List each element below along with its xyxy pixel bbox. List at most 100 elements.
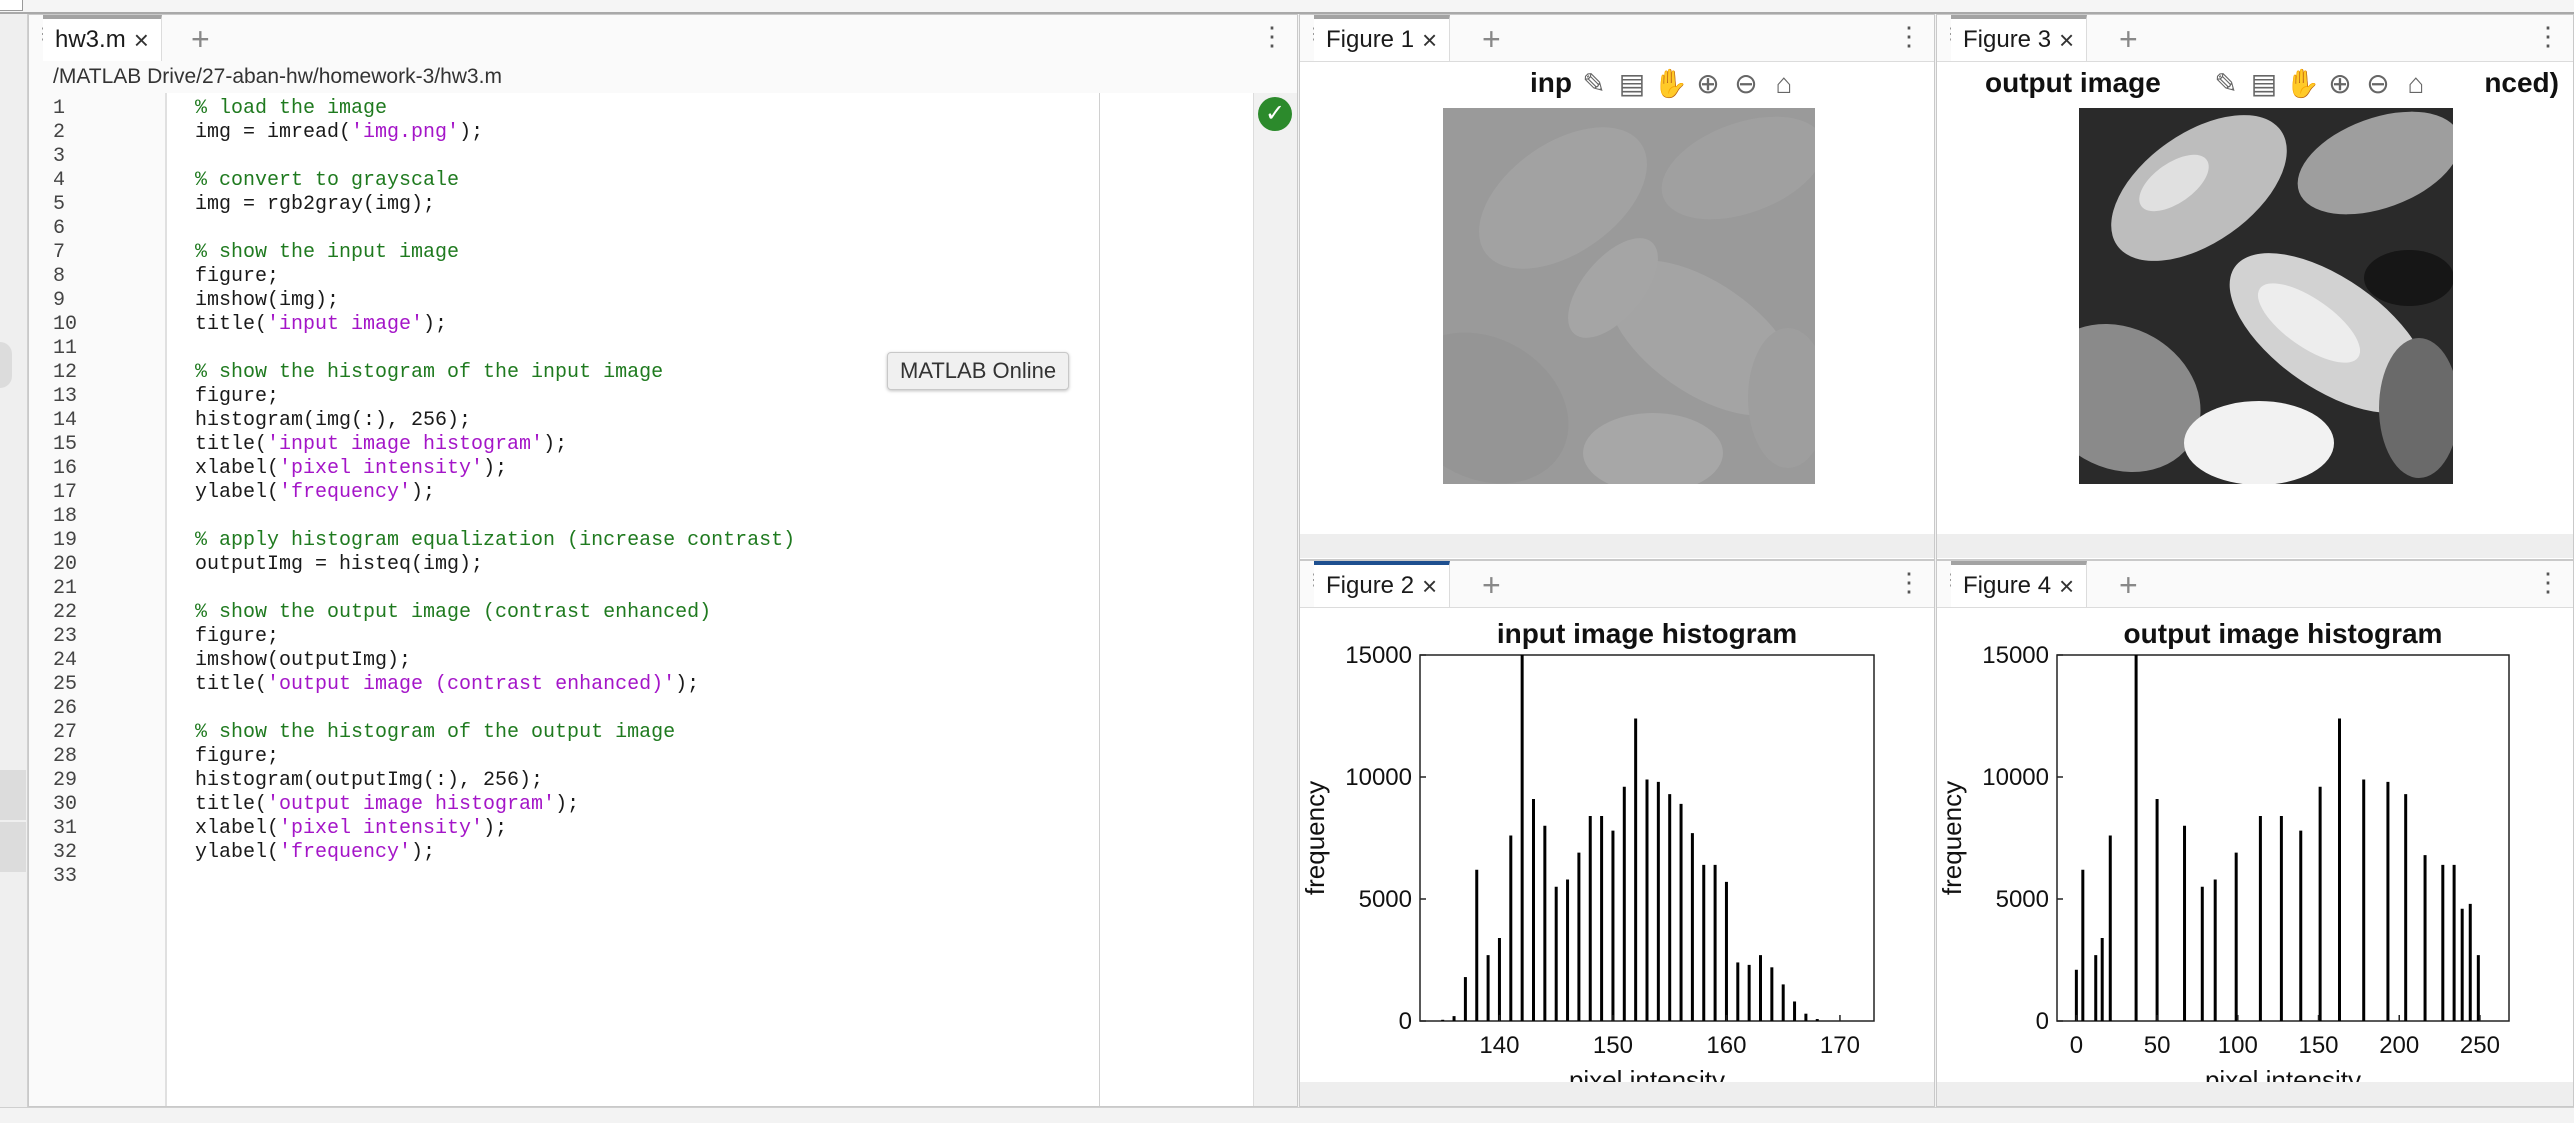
code-text: title(: [195, 673, 268, 696]
add-tab-icon[interactable]: +: [2119, 567, 2138, 603]
code-text: );: [675, 673, 700, 696]
code-string: 'frequency': [279, 841, 412, 864]
code-line[interactable]: ylabel('frequency');: [195, 481, 435, 505]
code-line[interactable]: histogram(img(:), 256);: [195, 409, 471, 433]
code-comment: % load the image: [195, 97, 388, 120]
brush-icon[interactable]: ✎: [2214, 68, 2238, 99]
home-icon[interactable]: ⌂: [2407, 68, 2425, 99]
axes-toolbar: ✎ ▤ ✋ ⊕ ⊖ ⌂: [2209, 67, 2433, 101]
pan-icon[interactable]: ✋: [2285, 68, 2320, 99]
top-strip-handle[interactable]: [0, 0, 23, 11]
code-line[interactable]: title('input image histogram');: [195, 433, 567, 457]
add-tab-icon[interactable]: +: [2119, 21, 2138, 57]
code-text: xlabel(: [195, 817, 280, 840]
code-line[interactable]: title('output image (contrast enhanced)'…: [195, 673, 699, 697]
zoom-out-icon[interactable]: ⊖: [2366, 68, 2390, 99]
code-line[interactable]: % show the histogram of the output image: [195, 721, 675, 745]
line-number: 4: [53, 169, 66, 192]
line-number: 19: [53, 529, 78, 552]
tab-figure-1[interactable]: Figure 1 ×: [1314, 15, 1451, 61]
figure-1-panel: ⋮ Figure 1 × + ⋮ inp ✎ ▤ ✋ ⊕ ⊖ ⌂: [1299, 14, 1935, 560]
code-line[interactable]: img = imread('img.png');: [195, 121, 483, 145]
more-options-icon[interactable]: ⋮: [1259, 21, 1285, 51]
tab-figure-3[interactable]: Figure 3 ×: [1951, 15, 2088, 61]
code-line[interactable]: % load the image: [195, 97, 387, 121]
tab-figure-2[interactable]: Figure 2 ×: [1314, 561, 1451, 607]
figure-footer: [1937, 1082, 2573, 1106]
code-line[interactable]: figure;: [195, 265, 279, 289]
line-number: 10: [53, 313, 78, 336]
code-comment: % convert to grayscale: [195, 169, 460, 192]
code-text: );: [543, 433, 568, 456]
code-line[interactable]: imshow(outputImg);: [195, 649, 411, 673]
line-number: 27: [53, 721, 78, 744]
tab-hw3[interactable]: hw3.m ×: [43, 15, 162, 61]
figure-title: inp: [1530, 67, 1572, 98]
code-line[interactable]: ylabel('frequency');: [195, 841, 435, 865]
figure-footer: [1300, 1082, 1934, 1106]
code-text: imshow(img);: [195, 289, 340, 312]
add-tab-icon[interactable]: +: [1482, 21, 1501, 57]
code-line[interactable]: outputImg = histeq(img);: [195, 553, 483, 577]
line-number: 13: [53, 385, 78, 408]
line-number: 22: [53, 601, 78, 624]
more-options-icon[interactable]: ⋮: [2535, 567, 2561, 597]
close-icon[interactable]: ×: [1422, 570, 1438, 601]
code-line[interactable]: imshow(img);: [195, 289, 339, 313]
data-tips-icon[interactable]: ▤: [2250, 68, 2278, 99]
line-number: 20: [53, 553, 78, 576]
close-icon[interactable]: ×: [2059, 24, 2075, 55]
code-line[interactable]: img = rgb2gray(img);: [195, 193, 435, 217]
line-number: 30: [53, 793, 78, 816]
code-line[interactable]: histogram(outputImg(:), 256);: [195, 769, 543, 793]
close-icon[interactable]: ×: [133, 24, 149, 55]
code-line[interactable]: figure;: [195, 625, 279, 649]
line-number: 1: [53, 97, 66, 120]
vertical-scrollbar[interactable]: [1253, 93, 1297, 1106]
code-line[interactable]: % show the output image (contrast enhanc…: [195, 601, 711, 625]
line-number: 33: [53, 865, 78, 888]
more-options-icon[interactable]: ⋮: [1896, 21, 1922, 51]
x-tick-label: 100: [2218, 1032, 2258, 1059]
code-editor[interactable]: 1 % load the image 2 img = imread('img.png'…: [29, 93, 1297, 1106]
zoom-out-icon[interactable]: ⊖: [1734, 68, 1758, 99]
code-text: );: [423, 313, 448, 336]
code-comment: % show the output image (contrast enhanc…: [195, 601, 712, 624]
close-icon[interactable]: ×: [2059, 570, 2075, 601]
figure-title-right: nced): [2484, 67, 2559, 98]
y-tick-label: 0: [2036, 1008, 2049, 1035]
code-line[interactable]: title('input image');: [195, 313, 447, 337]
code-line[interactable]: figure;: [195, 385, 279, 409]
data-tips-icon[interactable]: ▤: [1618, 68, 1646, 99]
code-line[interactable]: % show the input image: [195, 241, 459, 265]
add-tab-icon[interactable]: +: [1482, 567, 1501, 603]
line-number: 2: [53, 121, 66, 144]
code-line[interactable]: title('output image histogram');: [195, 793, 579, 817]
pan-icon[interactable]: ✋: [1653, 68, 1688, 99]
code-text: histogram(img(:), 256);: [195, 409, 472, 432]
output-image: [2079, 108, 2453, 484]
axes-toolbar: ✎ ▤ ✋ ⊕ ⊖ ⌂: [1577, 67, 1801, 101]
sidebar-collapse-handle[interactable]: [0, 342, 12, 388]
code-line[interactable]: figure;: [195, 745, 279, 769]
x-axis-label: pixel intensity: [1569, 1065, 1725, 1082]
zoom-in-icon[interactable]: ⊕: [1696, 68, 1720, 99]
more-options-icon[interactable]: ⋮: [1896, 567, 1922, 597]
line-number: 9: [53, 289, 66, 312]
code-line[interactable]: % apply histogram equalization (increase…: [195, 529, 795, 553]
add-tab-icon[interactable]: +: [191, 21, 210, 57]
close-icon[interactable]: ×: [1422, 24, 1438, 55]
code-line[interactable]: % show the histogram of the input image: [195, 361, 663, 385]
more-options-icon[interactable]: ⋮: [2535, 21, 2561, 51]
code-line[interactable]: xlabel('pixel intensity');: [195, 457, 507, 481]
line-number: 5: [53, 193, 66, 216]
zoom-in-icon[interactable]: ⊕: [2328, 68, 2352, 99]
code-line[interactable]: % convert to grayscale: [195, 169, 459, 193]
line-number: 15: [53, 433, 78, 456]
home-icon[interactable]: ⌂: [1775, 68, 1793, 99]
brush-icon[interactable]: ✎: [1582, 68, 1606, 99]
tab-figure-4[interactable]: Figure 4 ×: [1951, 561, 2088, 607]
code-line[interactable]: xlabel('pixel intensity');: [195, 817, 507, 841]
figure-3-panel: ⋮ Figure 3 × + ⋮ output image nced) ✎ ▤ …: [1936, 14, 2574, 560]
code-analyzer-ok-icon[interactable]: ✓: [1258, 97, 1292, 131]
